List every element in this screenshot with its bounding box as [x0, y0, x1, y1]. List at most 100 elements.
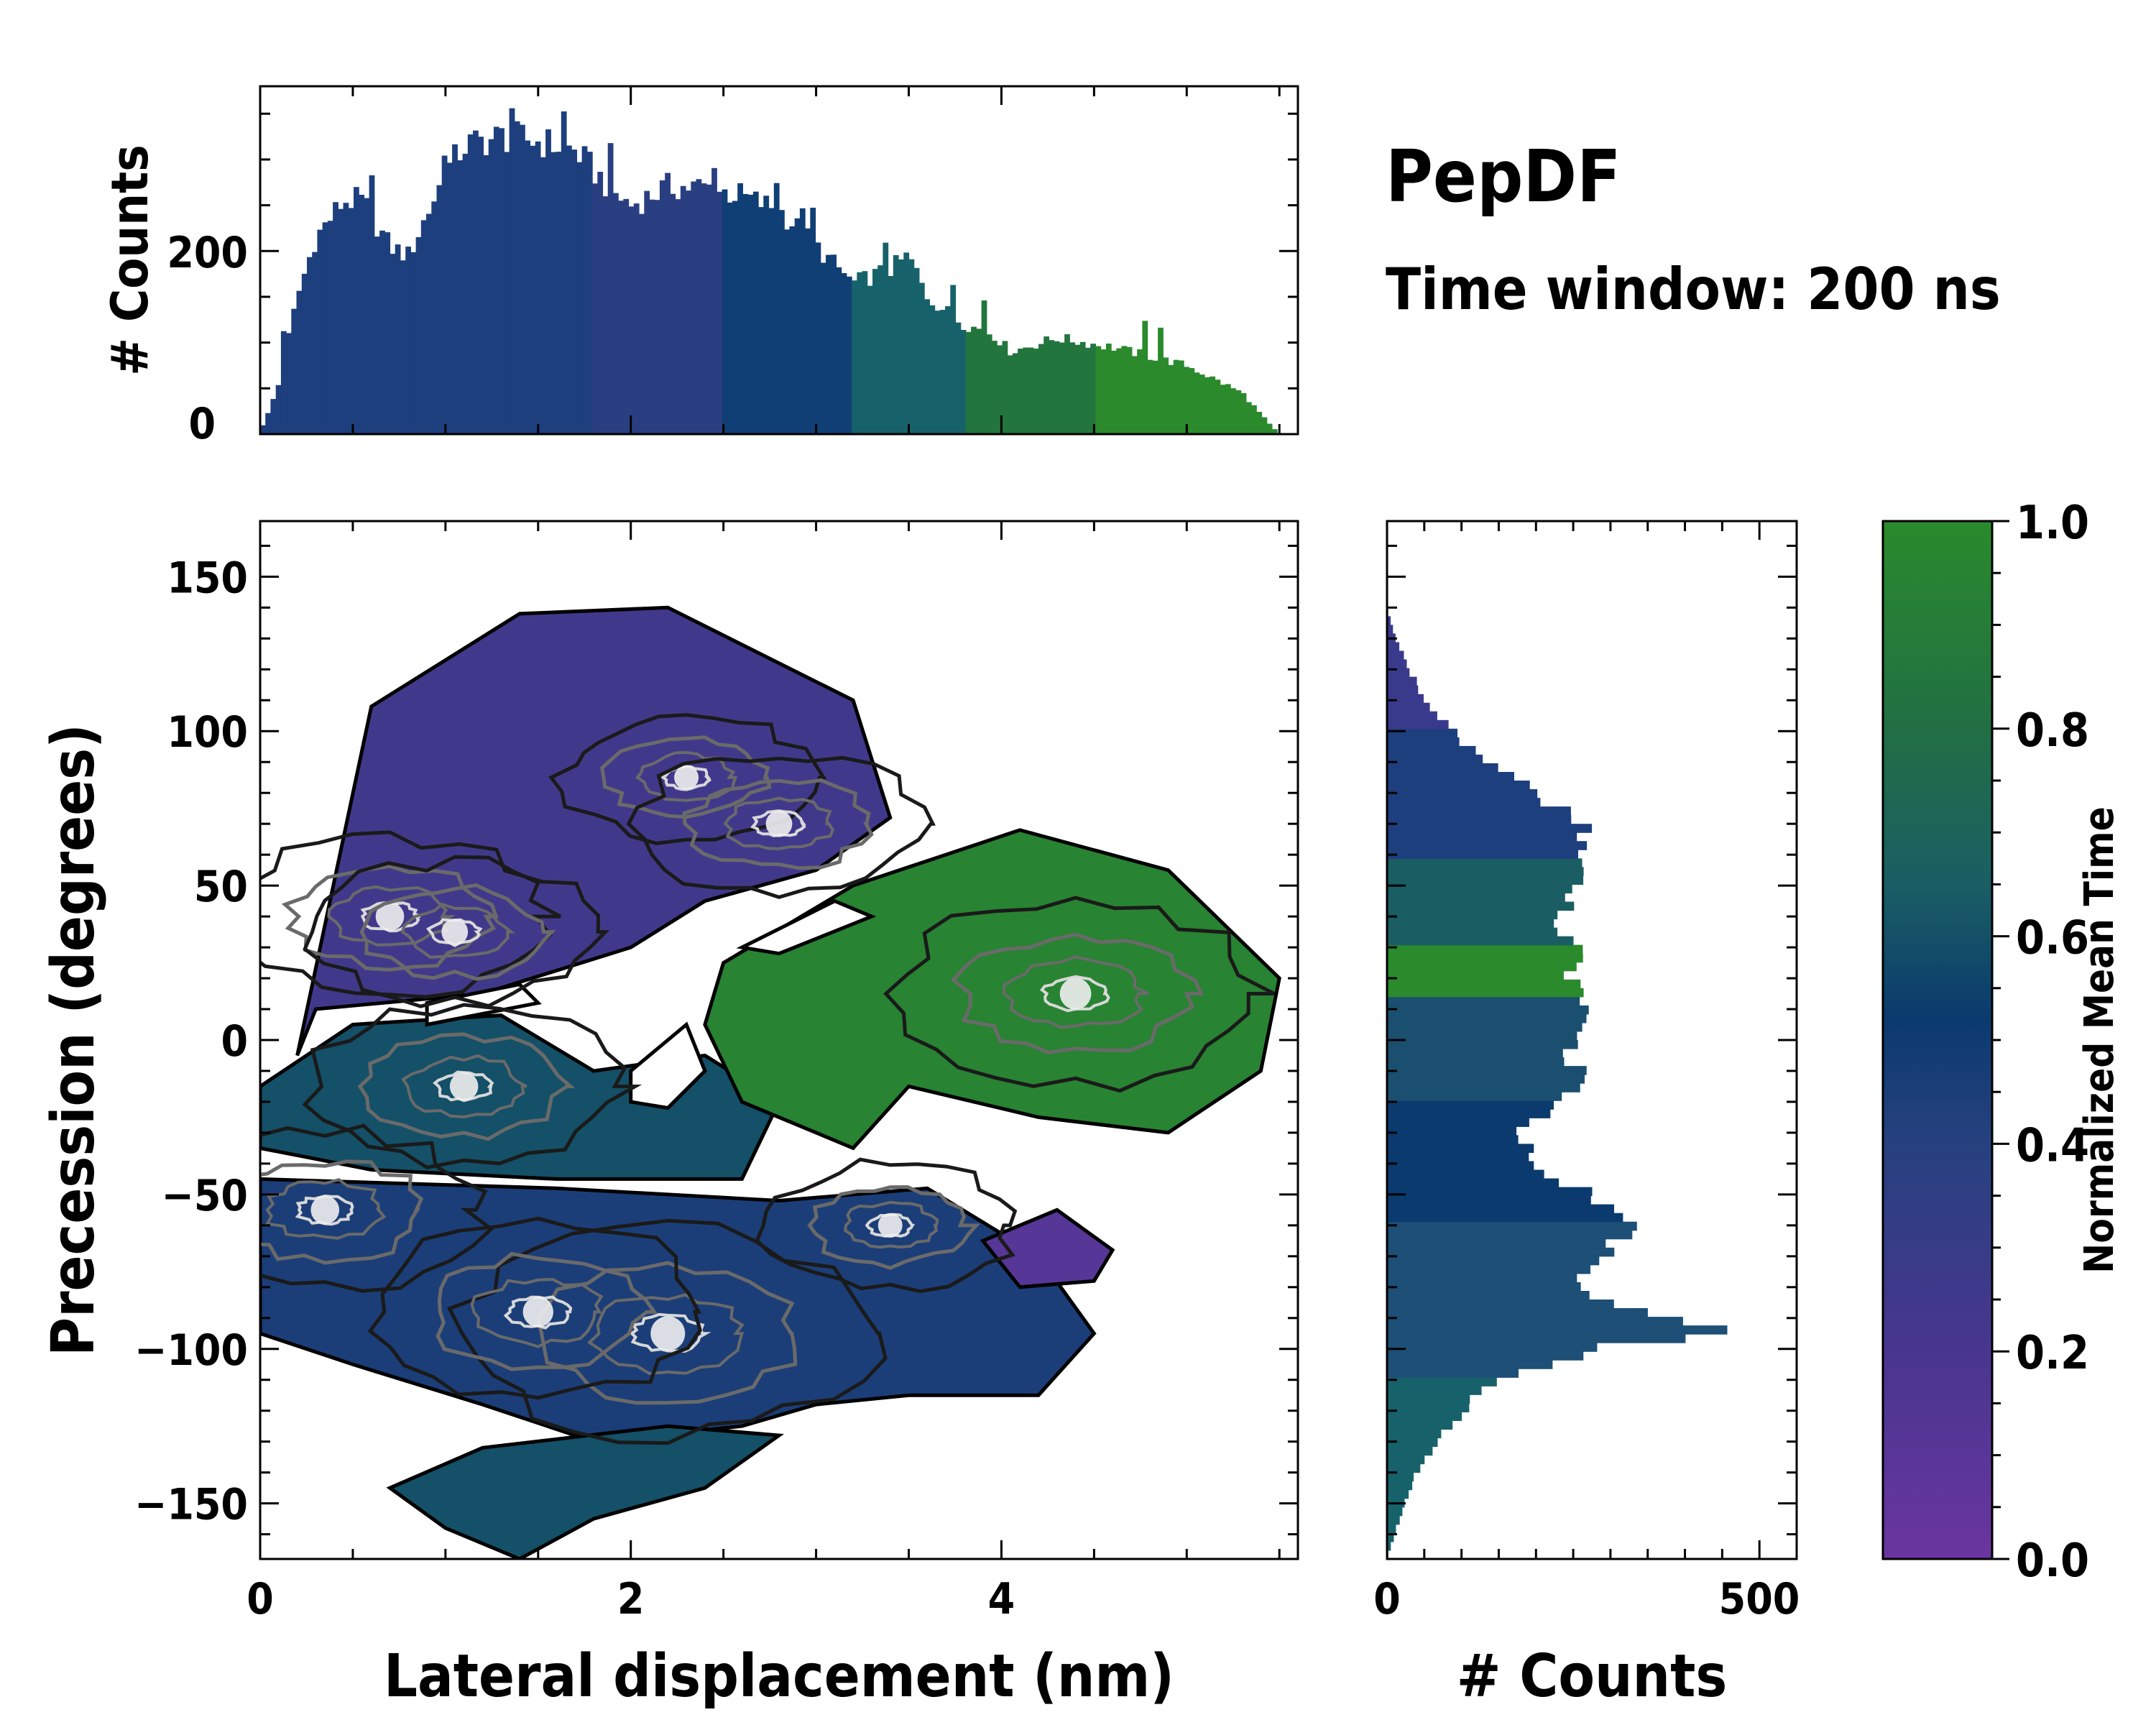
colorbar-tick-label: 0.8: [2016, 704, 2089, 758]
top-hist-bar: [971, 326, 977, 434]
top-hist-bar: [633, 203, 640, 434]
top-hist-bar: [1095, 346, 1102, 434]
right-hist-bar: [1387, 996, 1580, 1006]
right-hist-bar: [1387, 1092, 1562, 1101]
top-hist-bar: [706, 184, 712, 434]
heatmap-ytick-label: 150: [167, 553, 248, 603]
density-contour: [260, 830, 561, 999]
top-hist-bar: [566, 145, 572, 434]
density-contour: [281, 864, 499, 972]
top-histogram-ylabel: # Counts: [101, 144, 160, 375]
right-hist-bar: [1387, 1256, 1600, 1266]
right-hist-bar: [1387, 1368, 1519, 1378]
top-hist-bar: [545, 129, 551, 434]
right-hist-bar: [1387, 841, 1588, 850]
right-hist-bar: [1387, 919, 1554, 929]
top-hist-bar: [696, 179, 702, 434]
top-hist-bar: [836, 267, 842, 434]
right-hist-bar: [1387, 806, 1571, 816]
top-hist-bar: [1256, 412, 1262, 434]
top-hist-bar: [338, 208, 344, 434]
heatmap-regions: [260, 605, 1281, 1559]
top-hist-bar: [1090, 344, 1096, 434]
density-contour: [1003, 955, 1149, 1029]
top-hist-bar: [1002, 341, 1008, 434]
top-hist-bar: [296, 290, 303, 434]
right-hist-bar: [1387, 850, 1578, 859]
top-hist-bar: [317, 229, 323, 434]
top-hist-bar: [343, 203, 349, 434]
top-hist-bar: [597, 172, 604, 434]
top-hist-bar: [820, 262, 826, 434]
top-hist-bar: [654, 200, 660, 434]
top-hist-bar: [499, 128, 505, 434]
top-hist-bar: [1189, 368, 1195, 434]
colorbar-tick-label: 0.6: [2016, 912, 2089, 965]
density-peak: [877, 1213, 903, 1238]
right-hist-bar: [1387, 1334, 1686, 1343]
right-hist-bar: [1387, 1169, 1544, 1179]
density-contour: [548, 713, 827, 845]
top-hist-bar: [701, 183, 707, 434]
top-hist-bar: [794, 218, 801, 434]
right-hist-bar: [1387, 1161, 1534, 1171]
density-contour: [400, 902, 516, 959]
top-hist-bar: [758, 207, 764, 434]
top-hist-bar: [717, 191, 723, 434]
top-hist-bar: [670, 193, 676, 434]
right-hist-bar: [1387, 884, 1572, 893]
right-hist-bar: [1387, 1325, 1728, 1335]
top-hist-bar: [415, 236, 422, 434]
top-hist-bar: [1116, 348, 1123, 434]
right-hist-bar: [1387, 798, 1541, 807]
top-hist-bar: [1210, 376, 1216, 434]
right-hist-bar: [1387, 1403, 1470, 1412]
top-hist-bar: [1142, 321, 1148, 434]
right-hist-bar: [1387, 1005, 1589, 1015]
top-hist-bar: [592, 183, 598, 434]
density-contour: [433, 1070, 494, 1103]
density-contour: [755, 1157, 1018, 1294]
top-hist-bar: [556, 152, 562, 434]
density-contour: [660, 765, 712, 791]
top-hist-bar: [291, 308, 298, 434]
density-peak: [310, 1195, 340, 1225]
right-hist-bar: [1387, 1343, 1598, 1352]
top-hist-bar: [815, 242, 821, 434]
top-hist-bar: [1147, 359, 1153, 434]
right-hist-bar: [1387, 1075, 1585, 1084]
density-contour: [682, 778, 874, 870]
right-hist-bar: [1387, 858, 1583, 868]
top-hist-bar: [1064, 334, 1070, 434]
density-peak: [441, 919, 469, 945]
top-hist-bar: [867, 285, 873, 434]
right-hist-bar: [1387, 1412, 1462, 1421]
right-histogram: 0 500 # Counts: [1373, 520, 1800, 1711]
right-hist-bar: [1387, 1515, 1400, 1525]
top-hist-bar: [483, 155, 489, 434]
heatmap-contours: [260, 713, 1276, 1445]
right-hist-bar: [1387, 685, 1419, 695]
top-hist-bar: [649, 199, 655, 434]
top-hist-bar: [686, 190, 691, 434]
top-hist-bar: [493, 126, 499, 434]
right-histogram-xlabel: # Counts: [1457, 1642, 1728, 1711]
top-ytick-200: 200: [167, 228, 248, 278]
top-hist-bar: [929, 305, 936, 434]
right-hist-bar: [1387, 772, 1514, 781]
heatmap-region: [980, 1208, 1115, 1289]
top-hist-bar: [1111, 350, 1117, 434]
top-hist-bar: [586, 152, 593, 434]
top-hist-bar: [379, 230, 385, 434]
right-hist-bar: [1387, 1100, 1554, 1110]
right-hist-bar: [1387, 1195, 1591, 1205]
top-hist-bar: [997, 345, 1003, 434]
heatmap-xlabel: Lateral displacement (nm): [384, 1642, 1174, 1711]
density-contour: [426, 918, 483, 947]
right-hist-bar: [1387, 1135, 1519, 1144]
right-hist-bar: [1387, 659, 1407, 669]
top-hist-bar: [452, 144, 458, 434]
top-hist-bar: [525, 140, 530, 434]
colorbar-tick-label: 0.0: [2016, 1535, 2089, 1588]
top-hist-bar: [1033, 349, 1039, 434]
